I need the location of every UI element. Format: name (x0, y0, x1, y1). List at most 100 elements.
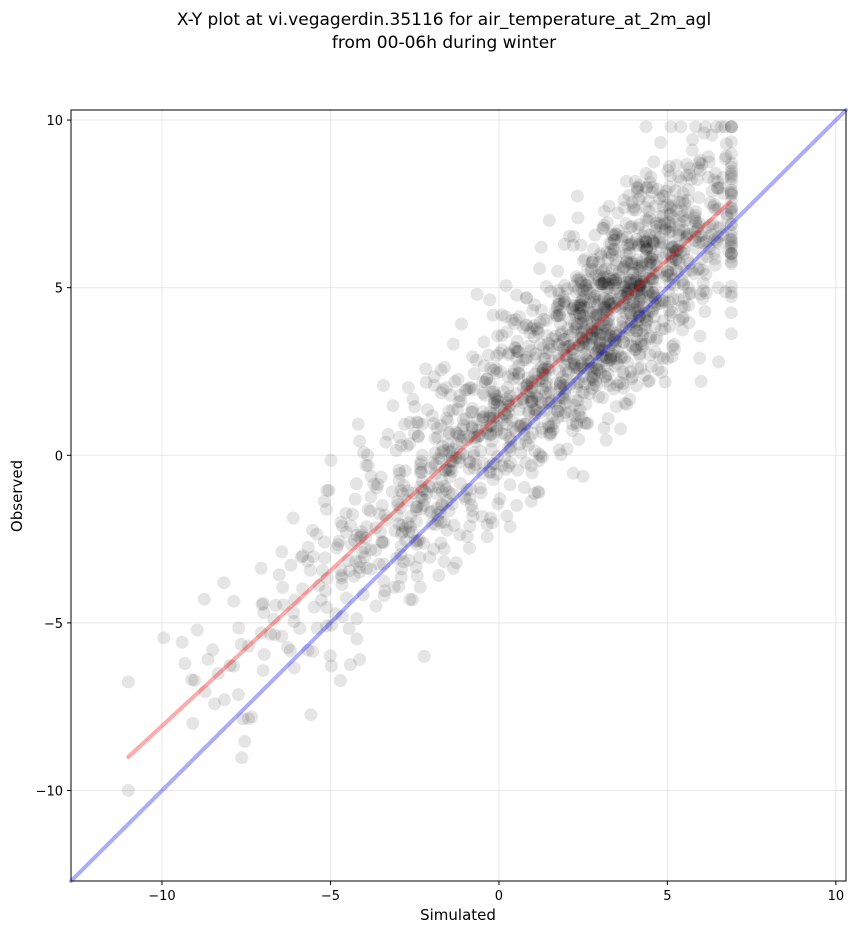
data-point (510, 387, 524, 401)
data-point (597, 306, 611, 319)
data-point (529, 374, 542, 388)
data-point (208, 697, 222, 711)
data-point (616, 262, 630, 276)
data-point (597, 204, 611, 218)
data-point (238, 734, 252, 748)
data-point (568, 317, 582, 331)
data-point (628, 303, 642, 317)
data-point (724, 236, 738, 250)
data-point (638, 306, 652, 320)
data-point (465, 503, 479, 517)
data-point (629, 273, 643, 287)
data-point (490, 366, 504, 380)
data-point (457, 418, 470, 432)
data-point (519, 353, 533, 367)
data-point (483, 428, 497, 442)
data-point (628, 343, 642, 357)
data-point (462, 541, 476, 555)
data-point (643, 251, 657, 265)
data-point (306, 550, 320, 564)
data-point (586, 305, 600, 319)
data-point (484, 427, 498, 441)
data-point (552, 309, 566, 323)
data-point (607, 333, 621, 347)
data-point (532, 486, 546, 499)
data-point (509, 313, 523, 327)
data-point (599, 370, 612, 384)
data-point (642, 290, 656, 304)
data-point (612, 328, 626, 342)
data-point (549, 397, 563, 411)
data-point (434, 386, 448, 400)
data-point (625, 219, 639, 233)
data-point (621, 287, 635, 301)
data-point (185, 673, 199, 687)
data-point (640, 283, 654, 297)
data-point (242, 639, 256, 653)
data-point (603, 322, 617, 336)
data-point (484, 376, 498, 390)
data-point (501, 396, 515, 410)
data-point (597, 277, 611, 291)
data-point (538, 362, 552, 376)
data-point (628, 275, 642, 289)
data-point (353, 434, 367, 448)
data-point (455, 423, 469, 436)
data-point (344, 538, 358, 551)
data-point (411, 416, 425, 430)
data-point (645, 272, 659, 286)
data-point (325, 618, 339, 632)
data-point (650, 331, 664, 345)
data-point (527, 402, 541, 416)
data-point (614, 422, 628, 436)
data-point (602, 328, 616, 342)
data-point (626, 340, 640, 354)
data-point (529, 347, 543, 361)
data-point (552, 338, 566, 352)
data-point (517, 392, 531, 406)
data-point (566, 342, 580, 356)
data-point (699, 286, 713, 300)
data-point (437, 542, 451, 556)
data-point (484, 418, 497, 432)
data-point (437, 555, 451, 569)
data-point (489, 457, 502, 471)
data-point (589, 309, 603, 322)
data-point (600, 374, 614, 388)
data-point (645, 250, 659, 263)
data-point (403, 415, 417, 429)
data-point (680, 229, 694, 243)
data-point (676, 278, 690, 292)
data-point (465, 421, 479, 435)
data-point (552, 443, 566, 457)
data-point (632, 295, 646, 309)
data-point (487, 397, 501, 411)
data-point (615, 229, 629, 243)
data-point (556, 343, 570, 357)
data-point (466, 405, 480, 419)
data-point (394, 539, 408, 553)
data-point (476, 375, 490, 389)
data-point (644, 359, 658, 373)
data-point (601, 277, 615, 290)
data-point (559, 381, 572, 395)
data-point (718, 120, 732, 134)
data-point (663, 207, 677, 221)
data-point (603, 378, 617, 392)
data-point (680, 227, 694, 241)
data-point (620, 397, 634, 411)
data-point (458, 492, 472, 506)
data-point (236, 712, 250, 726)
data-point (411, 430, 425, 444)
data-point (541, 396, 555, 410)
data-point (590, 361, 604, 375)
data-point (329, 607, 343, 621)
data-point (645, 252, 659, 266)
data-point (567, 298, 581, 312)
data-point (724, 238, 738, 252)
data-point (622, 282, 636, 295)
data-point (635, 324, 649, 338)
data-point (706, 200, 720, 214)
data-point (624, 338, 637, 352)
data-point (567, 356, 581, 370)
